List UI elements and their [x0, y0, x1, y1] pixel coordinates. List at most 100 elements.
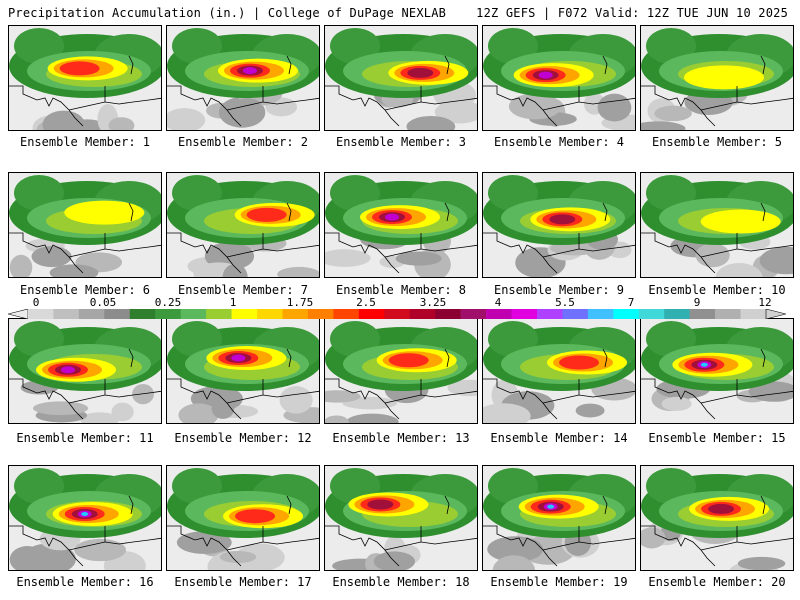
ensemble-member-label: Ensemble Member: 3	[335, 135, 467, 149]
state-borders	[325, 55, 477, 127]
precip-band-green-1	[14, 28, 64, 64]
ensemble-panel-3	[324, 25, 478, 131]
precip-band-green-1	[488, 468, 538, 504]
precip-core-maroon-0	[708, 503, 735, 514]
precip-band-green-1	[14, 468, 64, 504]
dry-patch-5	[395, 251, 442, 266]
ensemble-member-label: Ensemble Member: 14	[490, 431, 628, 445]
ensemble-member-label: Ensemble Member: 13	[332, 431, 470, 445]
state-borders	[483, 55, 635, 127]
precip-core-yellow-0	[64, 200, 145, 225]
precip-band-green-1	[330, 28, 380, 64]
colorbar-swatch-3	[104, 309, 131, 319]
ensemble-panel-5	[640, 25, 794, 131]
precip-map	[9, 173, 161, 277]
precip-core-red-0	[235, 509, 276, 524]
precip-core-red-0	[388, 353, 429, 368]
precip-band-green-1	[646, 468, 696, 504]
ensemble-panel-14	[482, 318, 636, 424]
precip-map	[325, 319, 477, 423]
colorbar-swatch-27	[715, 309, 741, 319]
ensemble-member-label: Ensemble Member: 18	[332, 575, 470, 589]
precip-band-green-1	[488, 175, 538, 211]
dry-patch-4	[508, 93, 562, 120]
dry-patch-5	[759, 246, 793, 275]
colorbar-swatch-8	[231, 309, 258, 319]
ensemble-member-label: Ensemble Member: 15	[648, 431, 786, 445]
precip-band-green-1	[14, 321, 64, 357]
precip-core-maroon-0	[407, 67, 434, 78]
precip-band-green-1	[646, 28, 696, 64]
dry-patch-3	[279, 386, 313, 414]
dry-patch-5	[737, 556, 786, 570]
ensemble-panel-17	[166, 465, 320, 571]
state-borders	[641, 202, 793, 274]
dry-patch-5	[597, 93, 632, 122]
colorbar-swatch-11	[307, 309, 334, 319]
dry-patch-5	[211, 398, 235, 419]
dry-patch-4	[277, 266, 319, 277]
colorbar-tick-label: 9	[693, 296, 701, 309]
colorbar-swatch-26	[689, 309, 716, 319]
colorbar-swatch-18	[486, 309, 512, 319]
ensemble-member-label: Ensemble Member: 12	[174, 431, 312, 445]
precipitation-colorbar	[8, 309, 786, 319]
state-borders	[325, 202, 477, 274]
dry-patch-0	[342, 397, 398, 410]
precip-map	[641, 319, 793, 423]
state-borders	[167, 55, 319, 127]
dry-patch-4	[74, 538, 126, 562]
precip-map	[167, 319, 319, 423]
ensemble-panel-4	[482, 25, 636, 131]
precip-band-green-1	[14, 175, 64, 211]
dry-patch-4	[492, 555, 536, 570]
state-borders	[9, 202, 161, 274]
precip-core-red-0	[59, 61, 100, 76]
dry-patch-4	[178, 403, 219, 423]
precip-core-magenta-0	[538, 71, 553, 79]
ensemble-member-label: Ensemble Member: 9	[493, 283, 625, 297]
state-borders	[167, 495, 319, 567]
colorbar-left-arrow	[8, 309, 29, 319]
colorbar-tick-label: 2.5	[356, 296, 376, 309]
ensemble-panel-9	[482, 172, 636, 278]
precip-map	[641, 26, 793, 130]
state-borders	[483, 495, 635, 567]
colorbar-tick-label: 12	[758, 296, 772, 309]
state-borders	[167, 202, 319, 274]
dry-patch-5	[222, 263, 248, 277]
colorbar-swatch-7	[206, 309, 232, 319]
map-title: Precipitation Accumulation (in.) | Colle…	[8, 6, 447, 20]
ensemble-panel-11	[8, 318, 162, 424]
precip-map	[483, 173, 635, 277]
colorbar-right-arrow	[765, 309, 786, 319]
dry-patch-5	[373, 551, 416, 570]
colorbar-swatch-12	[333, 309, 360, 319]
ensemble-panel-6	[8, 172, 162, 278]
ensemble-member-label: Ensemble Member: 20	[648, 575, 786, 589]
colorbar-swatch-23	[613, 309, 640, 319]
colorbar-tick-label: 0	[32, 296, 40, 309]
colorbar-swatch-15	[409, 309, 436, 319]
ensemble-panel-15	[640, 318, 794, 424]
ensemble-panel-20	[640, 465, 794, 571]
colorbar-swatch-22	[587, 309, 614, 319]
model-run-info: 12Z GEFS | F072 Valid: 12Z TUE JUN 10 20…	[476, 6, 788, 20]
ensemble-panel-12	[166, 318, 320, 424]
dry-patch-5	[406, 115, 456, 130]
colorbar-swatch-13	[358, 309, 385, 319]
colorbar-tick-label: 5.5	[555, 296, 575, 309]
precip-map	[9, 319, 161, 423]
precip-map	[9, 26, 161, 130]
precip-band-green-1	[646, 321, 696, 357]
dry-patch-3	[715, 263, 763, 277]
ensemble-member-label: Ensemble Member: 6	[19, 283, 151, 297]
precip-map	[325, 26, 477, 130]
state-borders	[641, 495, 793, 567]
colorbar-swatch-17	[460, 309, 487, 319]
colorbar-swatch-9	[257, 309, 283, 319]
colorbar-tick-label: 0.25	[154, 296, 182, 309]
ensemble-panel-13	[324, 318, 478, 424]
precip-core-cyan-0	[547, 504, 555, 509]
precip-map	[167, 26, 319, 130]
